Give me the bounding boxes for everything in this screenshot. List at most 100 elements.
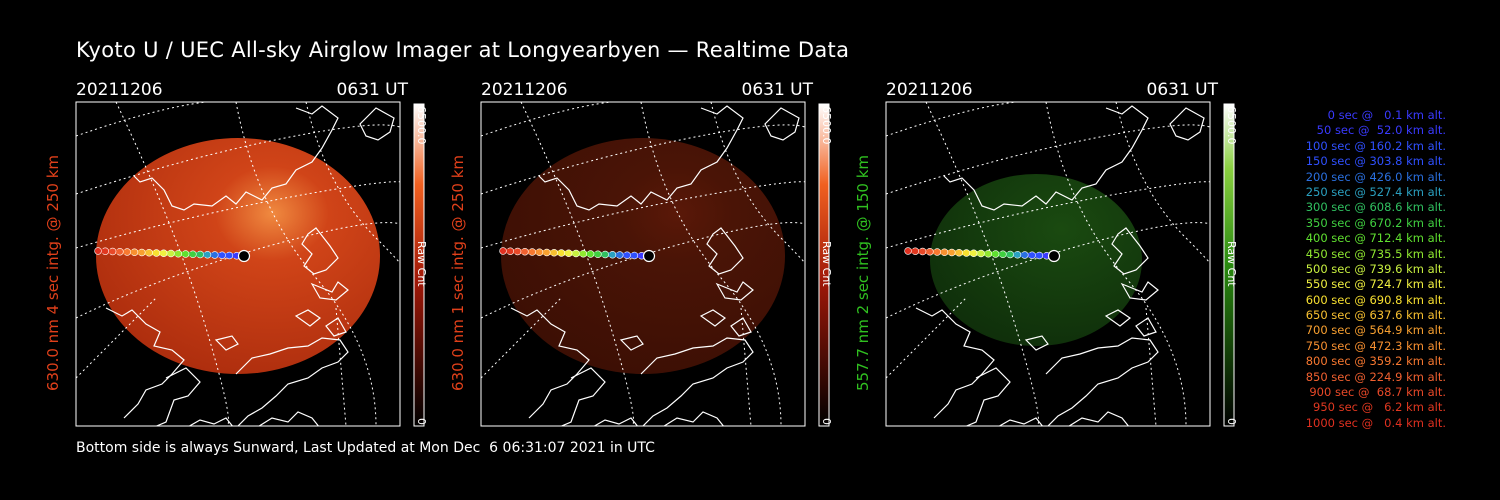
coastline: [214, 335, 239, 351]
coastline: [1120, 281, 1159, 301]
panel-time: 0631 UT: [741, 80, 814, 100]
graticule-line: [76, 297, 157, 379]
graticule-line: [481, 222, 805, 319]
coastline: [531, 78, 553, 94]
panel-time: 0631 UT: [1146, 80, 1219, 100]
coastline: [359, 107, 395, 141]
coastline: [1045, 337, 1159, 426]
legend-row: 500 sec @ 739.6 km alt.: [1305, 261, 1446, 276]
coastline: [936, 78, 958, 94]
plot-frame: [885, 101, 1211, 427]
coastline: [105, 307, 185, 419]
coastline: [593, 417, 639, 426]
panel-ylabel-text: 630.0 nm 1 sec intg. @ 250 km: [449, 154, 467, 392]
legend-row: 600 sec @ 690.8 km alt.: [1305, 292, 1446, 307]
coastline: [619, 335, 644, 351]
coastline: [310, 281, 349, 301]
footer-note: Bottom side is always Sunward, Last Upda…: [76, 440, 655, 456]
legend-row: 650 sec @ 637.6 km alt.: [1305, 308, 1446, 323]
coastline: [1111, 227, 1149, 275]
trajectory-point: [499, 247, 507, 255]
coastline: [133, 105, 339, 211]
legend-row: 100 sec @ 160.2 km alt.: [1305, 138, 1446, 153]
legend-row: 800 sec @ 359.2 km alt.: [1305, 354, 1446, 369]
page-title: Kyoto U / UEC All-sky Airglow Imager at …: [76, 38, 850, 62]
graticule-line: [520, 102, 634, 426]
coastline: [764, 107, 800, 141]
coastline: [1135, 317, 1157, 337]
legend-row: 250 sec @ 527.4 km alt.: [1305, 184, 1446, 199]
graticule-line: [115, 102, 229, 426]
colorbar: [1223, 103, 1235, 427]
map-area: [76, 78, 400, 426]
legend-row: 750 sec @ 472.3 km alt.: [1305, 338, 1446, 353]
station-marker: [237, 249, 251, 263]
graticule-line: [886, 222, 1210, 319]
graticule-line: [76, 102, 207, 137]
legend-row: 700 sec @ 564.9 km alt.: [1305, 323, 1446, 338]
colorbar: [818, 103, 830, 427]
legend-row: 450 sec @ 735.5 km alt.: [1305, 246, 1446, 261]
colorbar: [413, 103, 425, 427]
panel-2: 20211206 0631 UT 630.0 nm 1 sec intg. @ …: [449, 78, 901, 438]
panel-ylabel: 630.0 nm 4 sec intg. @ 250 km: [38, 108, 68, 438]
coastline: [325, 317, 347, 337]
panel-1: 20211206 0631 UT 630.0 nm 4 sec intg. @ …: [44, 78, 496, 438]
panel-ylabel-text: 557.7 nm 2 sec intg. @ 150 km: [854, 154, 872, 392]
coastline: [1104, 309, 1132, 327]
panel-ylabel-text: 630.0 nm 4 sec intg. @ 250 km: [44, 154, 62, 392]
graticule-line: [481, 181, 805, 249]
coastline: [301, 227, 339, 275]
coastline: [155, 367, 201, 426]
coastline: [640, 337, 754, 426]
legend-row: 400 sec @ 712.4 km alt.: [1305, 231, 1446, 246]
coastline: [699, 309, 727, 327]
coastline: [188, 417, 234, 426]
graticule-line: [640, 102, 782, 426]
map-area: [481, 78, 805, 426]
coastline: [1024, 335, 1049, 351]
panel-date: 20211206: [481, 80, 568, 100]
graticule-line: [76, 181, 400, 249]
coastline: [126, 78, 148, 94]
coastline: [1169, 107, 1205, 141]
plot-frame: [75, 101, 401, 427]
graticule-line: [886, 181, 1210, 249]
graticule-line: [925, 102, 1039, 426]
allsky-map: [75, 78, 425, 427]
legend-row: 200 sec @ 426.0 km alt.: [1305, 169, 1446, 184]
coastline: [510, 307, 590, 419]
graticule-line: [886, 297, 967, 379]
legend-row: 550 sec @ 724.7 km alt.: [1305, 277, 1446, 292]
coastline: [715, 281, 754, 301]
coastline: [235, 337, 349, 426]
coastline: [258, 411, 320, 426]
coastline: [730, 317, 752, 337]
panel-time: 0631 UT: [336, 80, 409, 100]
legend-row: 150 sec @ 303.8 km alt.: [1305, 154, 1446, 169]
legend-row: 850 sec @ 224.9 km alt.: [1305, 369, 1446, 384]
graticule-line: [481, 102, 612, 137]
station-marker: [642, 249, 656, 263]
coastline: [915, 307, 995, 419]
legend-row: 300 sec @ 608.6 km alt.: [1305, 200, 1446, 215]
coastline: [998, 417, 1044, 426]
trajectory-point: [94, 247, 102, 255]
graticule-line: [886, 102, 1017, 137]
legend-row: 950 sec @ 6.2 km alt.: [1313, 400, 1446, 415]
allsky-map: [480, 78, 830, 427]
coastline: [294, 309, 322, 327]
panel-3: 20211206 0631 UT 557.7 nm 2 sec intg. @ …: [854, 78, 1306, 438]
graticule-line: [1145, 307, 1157, 426]
graticule-line: [481, 297, 562, 379]
panel-ylabel: 557.7 nm 2 sec intg. @ 150 km: [848, 108, 878, 438]
graticule-line: [235, 102, 377, 426]
coastline: [706, 227, 744, 275]
graticule-line: [1045, 102, 1187, 426]
legend-row: 350 sec @ 670.2 km alt.: [1305, 215, 1446, 230]
coastline: [560, 367, 606, 426]
coastline: [943, 105, 1149, 211]
coastline: [538, 105, 744, 211]
panel-date: 20211206: [76, 80, 163, 100]
legend-row: 50 sec @ 52.0 km alt.: [1316, 123, 1446, 138]
